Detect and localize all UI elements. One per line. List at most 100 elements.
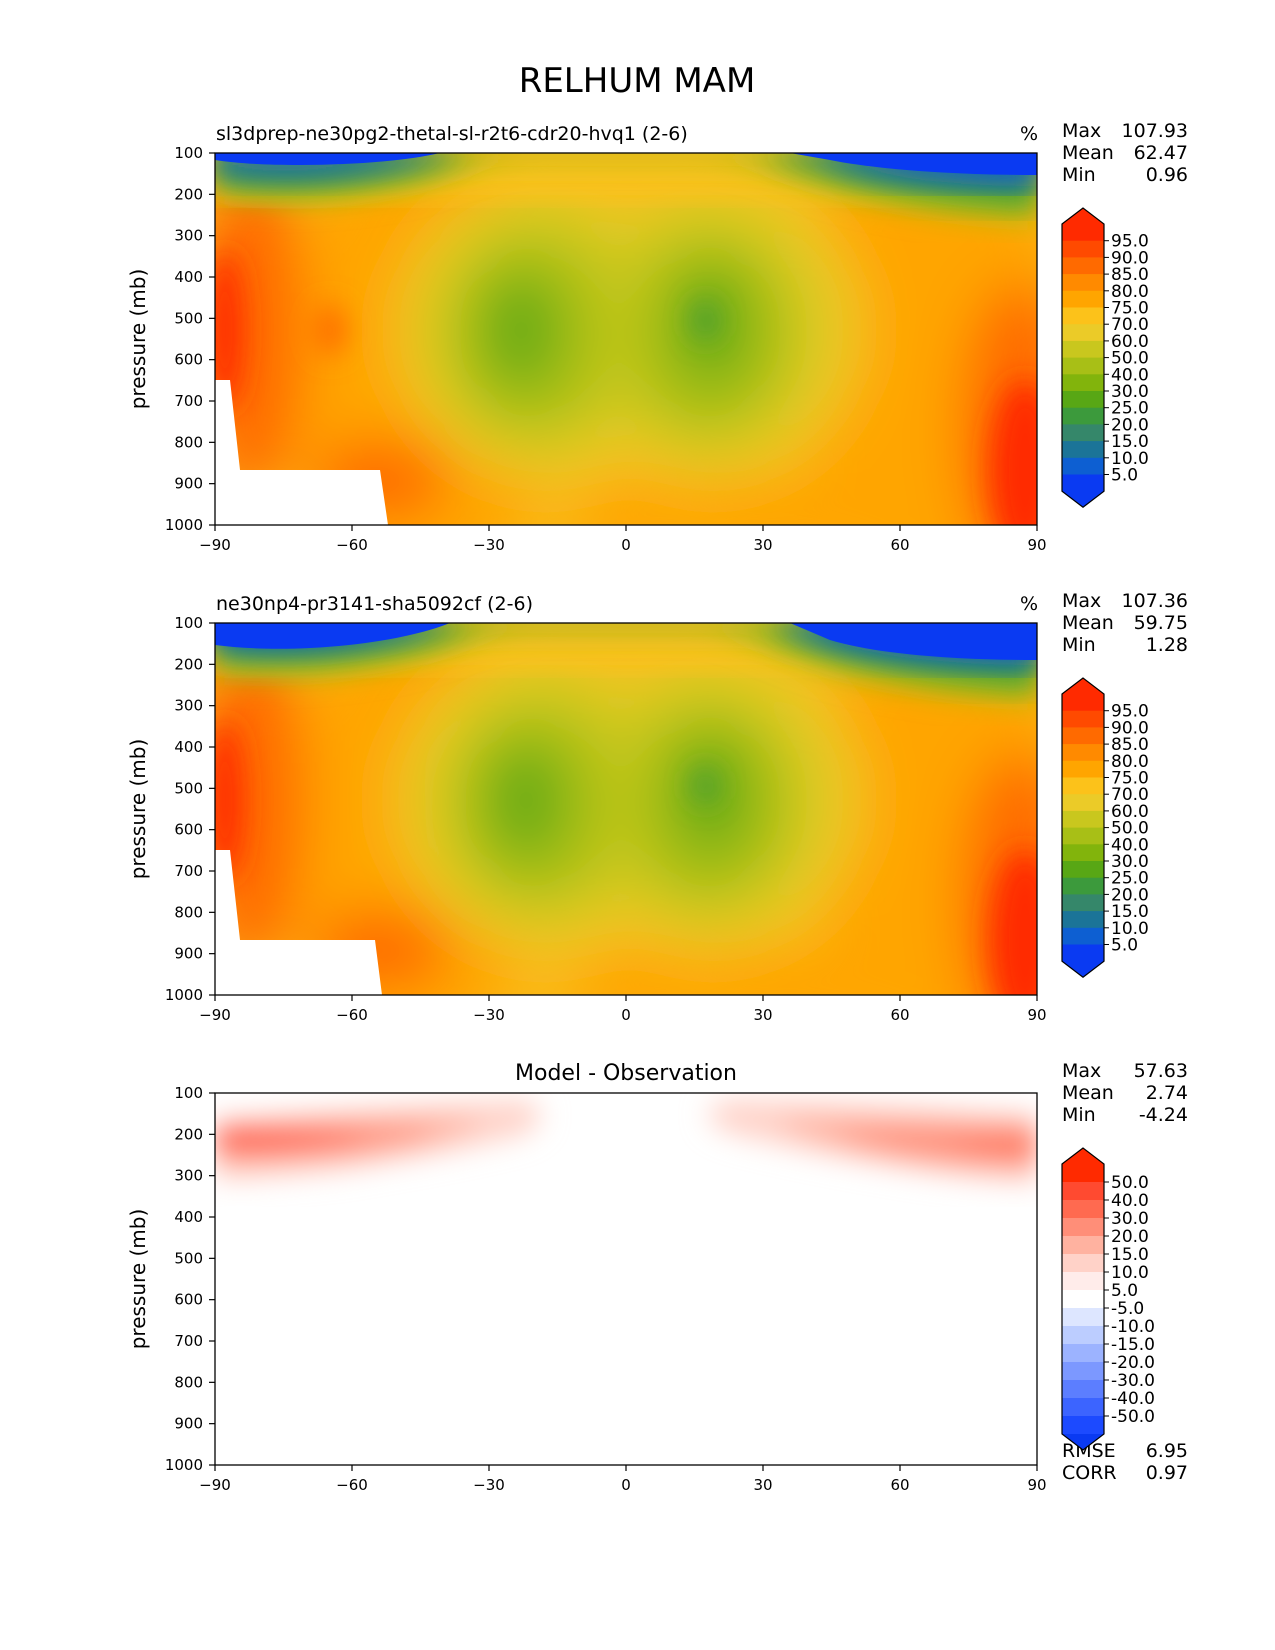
colorbar-segment — [1062, 777, 1104, 795]
y-tick-label: 1000 — [165, 1456, 203, 1474]
y-tick-label: 800 — [174, 1373, 203, 1391]
colorbar-label: -10.0 — [1111, 1317, 1155, 1337]
stats-box: Max 107.36 Mean 59.75 Min 1.28 — [1062, 590, 1188, 656]
colorbar: 50.040.030.020.015.010.05.0-5.0-10.0-15.… — [1061, 1147, 1155, 1451]
colorbar-segment — [1062, 1200, 1104, 1219]
y-tick-label: 400 — [174, 1208, 203, 1226]
colorbar-label: 40.0 — [1111, 835, 1149, 855]
colorbar-outline — [1061, 207, 1105, 508]
colorbar-under-extend — [1062, 1434, 1104, 1450]
colorbar-segment — [1062, 374, 1104, 392]
colorbar-label: 15.0 — [1111, 432, 1149, 452]
colorbar-segment — [1062, 340, 1104, 359]
colorbar-segment — [1062, 290, 1104, 309]
x-tick-label: −60 — [336, 1476, 368, 1494]
y-tick-label: 200 — [174, 185, 203, 203]
colorbar-label: 10.0 — [1111, 449, 1149, 469]
colorbar-label: 10.0 — [1111, 919, 1149, 939]
stat-label: Max — [1062, 120, 1101, 142]
x-tick-label: −30 — [473, 536, 505, 554]
y-tick-label: 400 — [174, 738, 203, 756]
y-axis-label: pressure (mb) — [126, 739, 150, 880]
y-tick-label: 500 — [174, 309, 203, 327]
units-label: % — [1020, 123, 1038, 145]
colorbar-label: -20.0 — [1111, 1353, 1155, 1373]
contour-field — [215, 623, 1037, 995]
colorbar-label: 90.0 — [1111, 248, 1149, 268]
x-tick-label: −60 — [336, 1006, 368, 1024]
colorbar-label: 25.0 — [1111, 399, 1149, 419]
stat-label: Mean — [1062, 1082, 1114, 1104]
colorbar-label: 70.0 — [1111, 785, 1149, 805]
colorbar-segment — [1062, 1326, 1104, 1345]
colorbar-label: 50.0 — [1111, 819, 1149, 839]
colorbar-segment — [1062, 827, 1104, 845]
colorbar-label: 95.0 — [1111, 702, 1149, 722]
y-tick-label: 200 — [174, 1125, 203, 1143]
stats-box: Max 57.63 Mean 2.74 Min -4.24 — [1062, 1060, 1188, 1126]
colorbar-segment — [1062, 224, 1104, 242]
y-tick-label: 900 — [174, 475, 203, 493]
colorbar-segment — [1062, 307, 1104, 325]
metric-label: RMSE — [1062, 1440, 1116, 1462]
colorbar-segment — [1062, 710, 1104, 728]
stats-box: Max 107.93 Mean 62.47 Min 0.96 — [1062, 120, 1188, 186]
colorbar-over-extend — [1062, 1148, 1104, 1164]
colorbar-label: -40.0 — [1111, 1389, 1155, 1409]
stat-value: 62.47 — [1134, 142, 1188, 164]
colorbar-segment — [1062, 844, 1104, 862]
stat-label: Mean — [1062, 142, 1114, 164]
colorbar-segment — [1062, 1362, 1104, 1381]
colorbar-segment — [1062, 457, 1104, 476]
colorbar-segment — [1062, 407, 1104, 425]
y-tick-label: 1000 — [165, 986, 203, 1004]
colorbar-segment — [1062, 794, 1104, 812]
x-tick-label: −30 — [473, 1006, 505, 1024]
colorbar-label: -30.0 — [1111, 1371, 1155, 1391]
colorbar: 95.090.085.080.075.070.060.050.040.030.0… — [1061, 207, 1149, 508]
colorbar-segment — [1062, 240, 1104, 258]
colorbar-segment — [1062, 1218, 1104, 1237]
y-axis-label: pressure (mb) — [126, 269, 150, 410]
stat-label: Min — [1062, 1104, 1096, 1126]
y-tick-label: 700 — [174, 1332, 203, 1350]
colorbar-label: 25.0 — [1111, 869, 1149, 889]
x-tick-label: −60 — [336, 536, 368, 554]
x-tick-label: 30 — [753, 1476, 772, 1494]
colorbar-label: -50.0 — [1111, 1407, 1155, 1427]
stat-value: 57.63 — [1134, 1060, 1188, 1082]
colorbar-over-extend — [1062, 208, 1104, 224]
colorbar-label: 75.0 — [1111, 769, 1149, 789]
x-tick-label: −90 — [199, 1006, 231, 1024]
colorbar-segment — [1062, 911, 1104, 929]
x-tick-label: −90 — [199, 1476, 231, 1494]
colorbar-segment — [1062, 877, 1104, 895]
colorbar-outline — [1061, 677, 1105, 978]
colorbar-label: 10.0 — [1111, 1263, 1149, 1283]
colorbar-segment — [1062, 1236, 1104, 1255]
colorbar-segment — [1062, 760, 1104, 779]
y-axis-label: pressure (mb) — [126, 1209, 150, 1350]
stat-label: Mean — [1062, 612, 1114, 634]
colorbar-label: 40.0 — [1111, 1191, 1149, 1211]
colorbar-label: 15.0 — [1111, 902, 1149, 922]
colorbar-segment — [1062, 474, 1104, 492]
y-tick-label: 700 — [174, 862, 203, 880]
colorbar-under-extend — [1062, 491, 1104, 508]
colorbar-label: 60.0 — [1111, 802, 1149, 822]
y-tick-label: 300 — [174, 1167, 203, 1185]
colorbar-outline — [1061, 1147, 1105, 1451]
colorbar-label: 20.0 — [1111, 1227, 1149, 1247]
stat-label: Min — [1062, 164, 1096, 186]
colorbar-label: -15.0 — [1111, 1335, 1155, 1355]
y-tick-label: 300 — [174, 697, 203, 715]
units-label: % — [1020, 593, 1038, 615]
contour-field — [215, 1093, 1037, 1465]
x-tick-label: 0 — [621, 1476, 631, 1494]
colorbar-segment — [1062, 861, 1104, 879]
colorbar-label: 15.0 — [1111, 1245, 1149, 1265]
colorbar-label: 30.0 — [1111, 852, 1149, 872]
y-tick-label: 700 — [174, 392, 203, 410]
colorbar-segment — [1062, 727, 1104, 745]
colorbar-label: 5.0 — [1111, 1281, 1138, 1301]
